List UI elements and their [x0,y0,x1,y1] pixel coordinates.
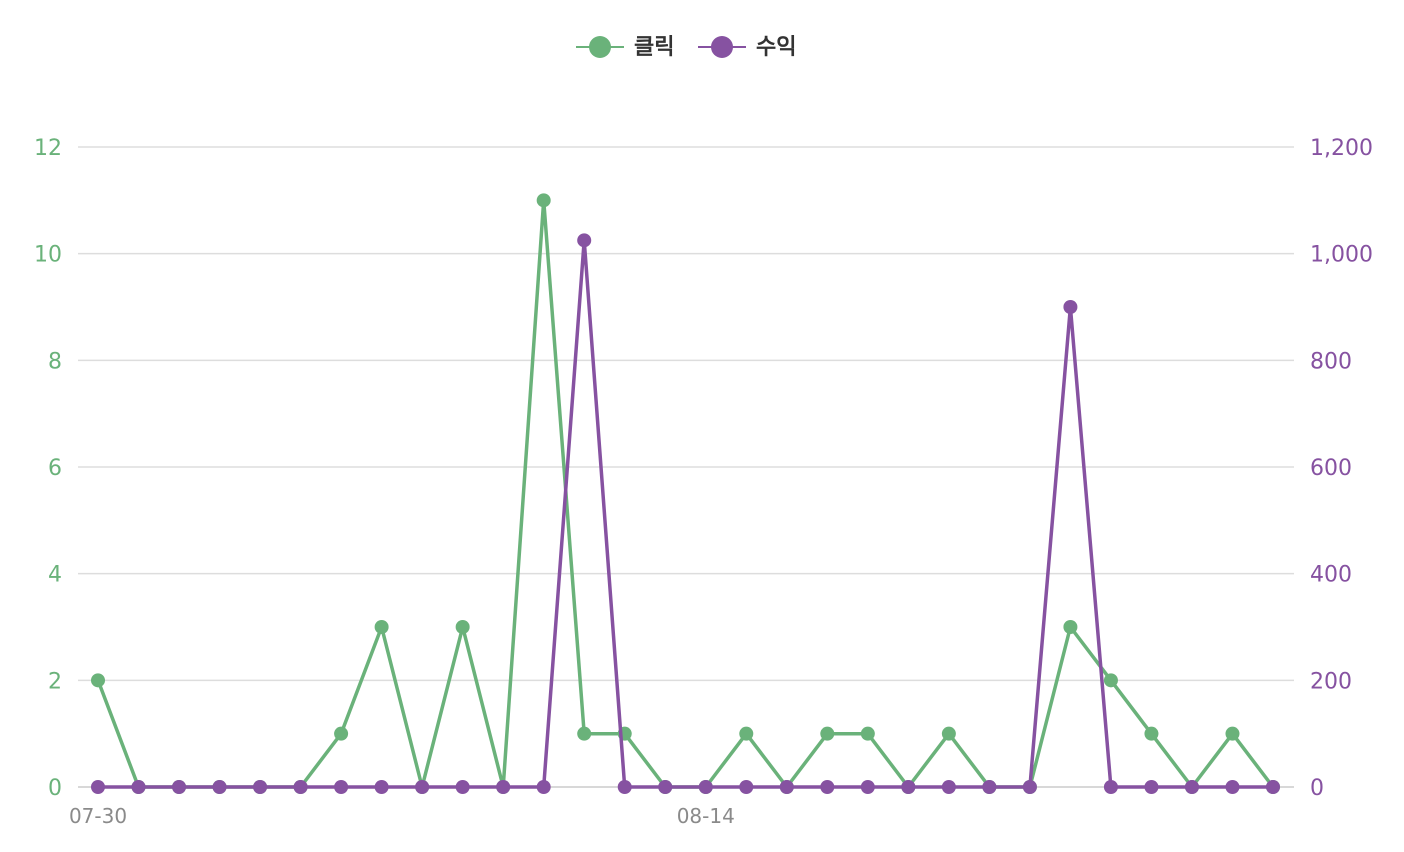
left-y-axis: 0 2 4 6 8 10 12 [34,136,62,801]
data-point[interactable] [1103,673,1118,688]
series-1 [91,193,1280,794]
data-point[interactable] [536,193,551,208]
right-axis-tick-label: 1,200 [1310,136,1373,161]
data-point[interactable] [1022,780,1037,794]
data-point[interactable] [860,780,875,794]
series-group [91,193,1280,794]
data-point[interactable] [1144,726,1159,741]
right-axis-tick-label: 400 [1310,563,1352,588]
legend: 클릭 수익 [576,35,796,60]
data-point[interactable] [293,780,308,794]
left-axis-tick-label: 2 [48,669,62,694]
x-axis-tick-label: 07-30 [69,804,127,828]
data-point[interactable] [739,780,754,794]
data-point[interactable] [334,780,349,794]
data-point[interactable] [982,780,997,794]
right-axis-tick-label: 600 [1310,456,1352,481]
data-point[interactable] [91,673,105,688]
data-point[interactable] [253,780,268,794]
data-point[interactable] [496,780,511,794]
data-point[interactable] [577,726,592,741]
legend-dot-marker [711,36,733,58]
data-point[interactable] [1225,780,1240,794]
data-point[interactable] [941,726,956,741]
right-axis-tick-label: 0 [1310,776,1324,801]
data-point[interactable] [617,780,632,794]
data-point[interactable] [536,780,551,794]
data-point[interactable] [820,726,835,741]
data-point[interactable] [860,726,875,741]
data-point[interactable] [779,780,794,794]
legend-item[interactable]: 클릭 [576,35,674,60]
data-point[interactable] [1225,726,1240,741]
left-axis-tick-label: 12 [34,136,62,161]
legend-label: 클릭 [634,35,674,60]
data-point[interactable] [1266,780,1280,794]
left-axis-tick-label: 6 [48,456,62,481]
data-point[interactable] [901,780,916,794]
data-point[interactable] [374,780,389,794]
series-line [96,198,1275,789]
data-point[interactable] [1063,300,1078,314]
x-axis-tick-label: 08-14 [677,804,735,828]
data-point[interactable] [455,620,470,634]
data-point[interactable] [658,780,673,794]
right-axis-tick-label: 1,000 [1310,243,1373,268]
legend-item[interactable]: 수익 [698,35,796,60]
data-point[interactable] [577,233,592,248]
data-point[interactable] [131,780,146,794]
data-point[interactable] [1184,780,1199,794]
legend-dot-marker [589,36,611,58]
left-axis-tick-label: 8 [48,349,62,374]
data-point[interactable] [172,780,187,794]
right-axis-tick-label: 800 [1310,349,1352,374]
data-point[interactable] [1144,780,1159,794]
data-point[interactable] [941,780,956,794]
left-axis-tick-label: 10 [34,243,62,268]
x-axis: 07-30 08-14 [69,804,735,828]
data-point[interactable] [820,780,835,794]
data-point[interactable] [334,726,349,741]
data-point[interactable] [374,620,389,634]
data-point[interactable] [1103,780,1118,794]
data-point[interactable] [212,780,227,794]
data-point[interactable] [91,780,105,794]
data-point[interactable] [739,726,754,741]
data-point[interactable] [1063,620,1078,634]
data-point[interactable] [415,780,430,794]
right-y-axis: 0 200 400 600 800 1,000 1,200 [1310,136,1373,801]
legend-label: 수익 [756,35,796,60]
right-axis-tick-label: 200 [1310,669,1352,694]
data-point[interactable] [698,780,713,794]
left-axis-tick-label: 0 [48,776,62,801]
grid-lines [78,146,1294,788]
left-axis-tick-label: 4 [48,563,62,588]
data-point[interactable] [455,780,470,794]
series-2 [91,233,1280,794]
series-line [98,238,1273,789]
